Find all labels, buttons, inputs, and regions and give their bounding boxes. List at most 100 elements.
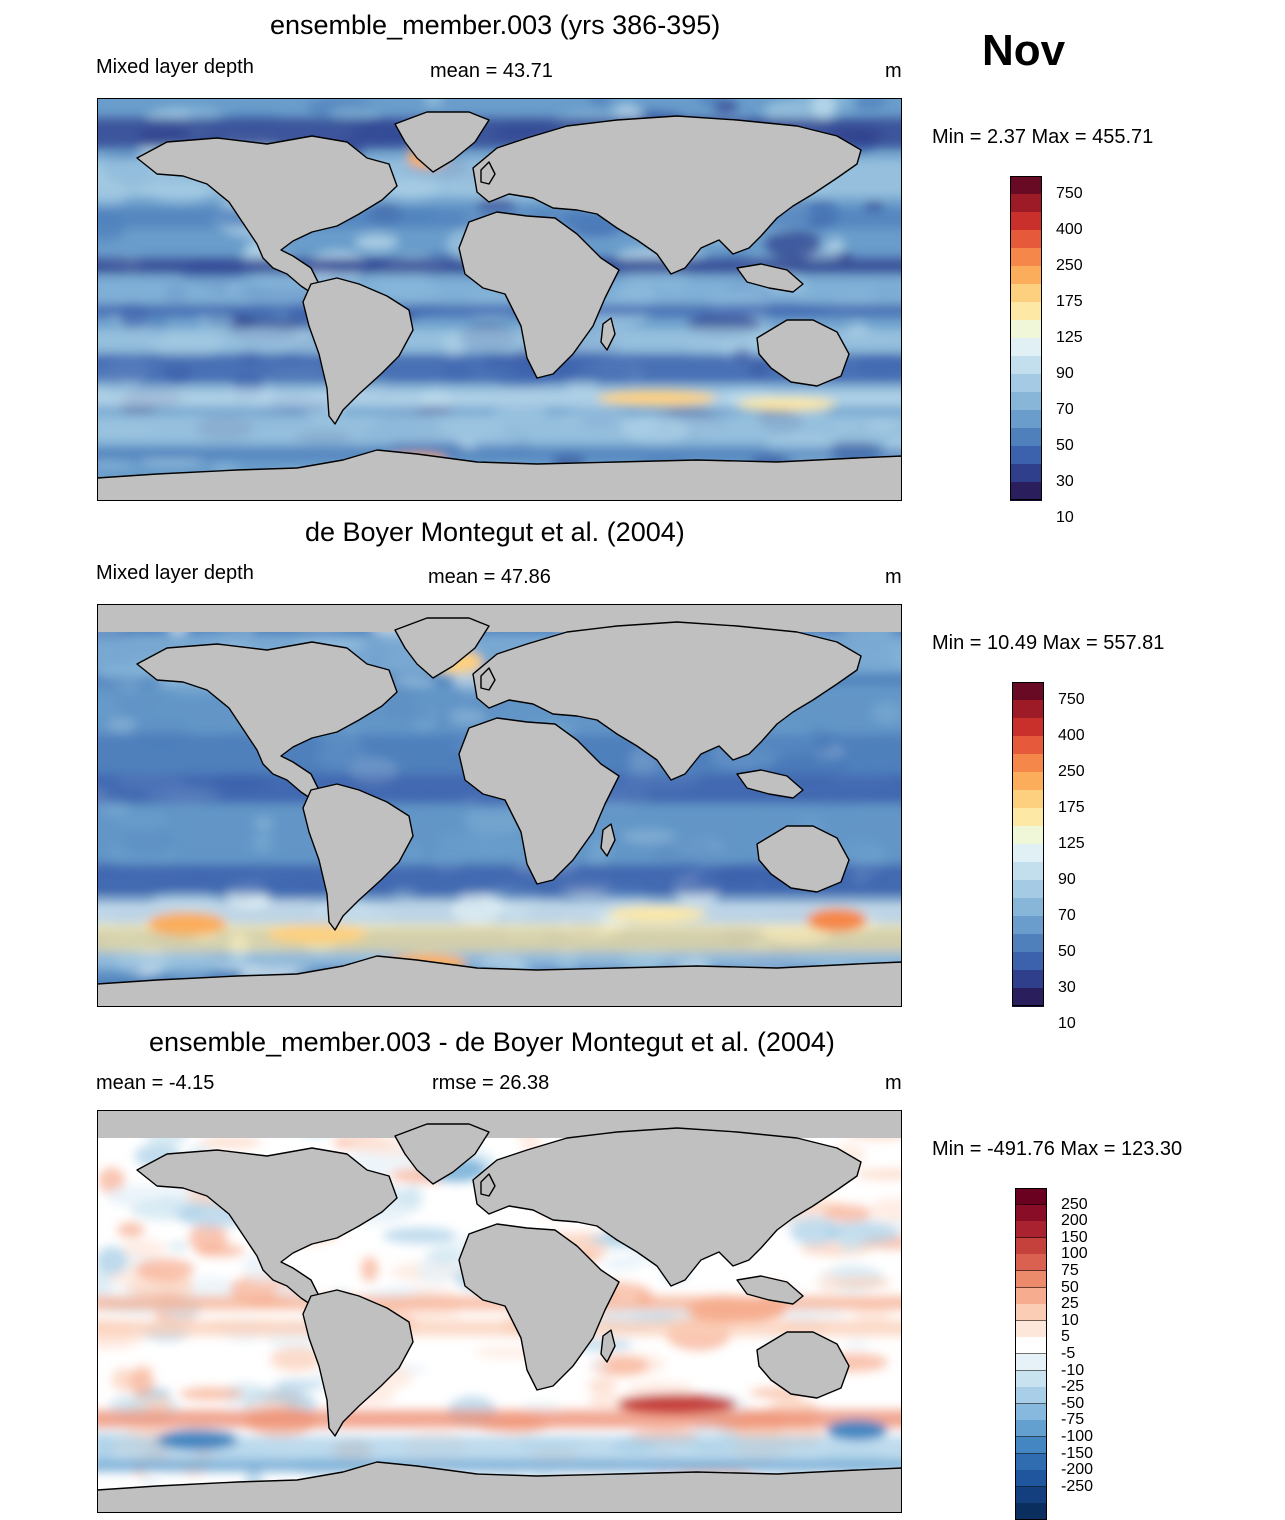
colorbar-label: 30 [1058,979,1076,996]
colorbar-label: 70 [1058,907,1076,924]
land-mass [736,263,804,293]
colorbar-label: -75 [1061,1411,1085,1429]
panel-1-mean-label: mean = 43.71 [430,60,553,82]
land-mass [472,1127,862,1287]
colorbar-swatch [1010,482,1042,501]
land-mass [302,783,414,931]
colorbar-label: 250 [1058,763,1085,780]
land-mass [302,277,414,425]
land-mass [302,1289,414,1437]
colorbar-swatch [1015,1403,1047,1421]
colorbar-label: 400 [1056,221,1083,238]
colorbar-swatch [1015,1320,1047,1338]
panel-1-title: ensemble_member.003 (yrs 386-395) [270,10,721,40]
colorbar-label: 70 [1056,401,1074,418]
colorbar-label: -150 [1061,1444,1094,1462]
colorbar-swatch [1015,1304,1047,1322]
colorbar-frame [1015,1188,1047,1520]
land-mass [97,449,902,501]
colorbar-swatch [1015,1486,1047,1504]
colorbar-swatch [1015,1420,1047,1438]
colorbar-swatch [1015,1370,1047,1388]
land-mass [736,1275,804,1305]
colorbar-swatch [1015,1387,1047,1405]
colorbar-label: -5 [1061,1345,1076,1362]
colorbar-label: -50 [1061,1394,1085,1412]
land-mass [458,717,620,885]
land-mass [472,621,862,781]
land-mass [480,161,496,185]
land-mass [736,769,804,799]
colorbar-swatch [1015,1237,1047,1255]
land-mass [136,641,398,801]
land-mass [394,1123,490,1185]
colorbar-label: -10 [1061,1361,1085,1379]
colorbar-label: -200 [1061,1461,1094,1479]
panel-1-variable-label: Mixed layer depth [96,56,254,78]
land-mass [394,617,490,679]
land-mass [756,1331,850,1399]
colorbar-label: 200 [1061,1212,1088,1230]
colorbar-label: 90 [1058,871,1076,888]
colorbar-label: 175 [1056,293,1083,310]
panel-1-units: m [885,60,902,82]
land-mass [97,1461,902,1513]
colorbar-label: 50 [1058,943,1076,960]
panel-3-title: ensemble_member.003 - de Boyer Montegut … [149,1027,835,1057]
panel-3-mean-label: mean = -4.15 [96,1072,215,1094]
colorbar-label: 150 [1061,1228,1088,1246]
colorbar-label: -100 [1061,1428,1094,1445]
colorbar-label: 75 [1061,1262,1079,1279]
colorbar-swatch [1015,1188,1047,1206]
colorbar-swatch [1015,1287,1047,1305]
panel-2-mean-label: mean = 47.86 [428,566,551,588]
land-mass [600,317,616,351]
colorbar-label: 10 [1058,1015,1076,1032]
land-mass [458,1223,620,1391]
panel-2-variable-label: Mixed layer depth [96,562,254,584]
land-mass [136,135,398,295]
land-mass [480,1173,496,1197]
colorbar-label: 125 [1056,329,1083,346]
colorbar-frame [1012,682,1044,1006]
panel-3-map [97,1110,902,1513]
colorbar-label: 10 [1056,509,1074,526]
land-mass [480,667,496,691]
colorbar-label: 50 [1056,437,1074,454]
colorbar-label: 250 [1056,257,1083,274]
colorbar-label: 5 [1061,1328,1070,1346]
land-mass [458,211,620,379]
panel-2-minmax: Min = 10.49 Max = 557.81 [932,632,1165,654]
land-mass [600,823,616,857]
colorbar-label: 750 [1058,691,1085,708]
colorbar-label: 175 [1058,799,1085,816]
colorbar-label: 30 [1056,473,1074,490]
panel-3-rmse-label: rmse = 26.38 [432,1072,550,1094]
colorbar-swatch [1012,988,1044,1007]
colorbar-swatch [1015,1470,1047,1488]
land-mass [472,115,862,275]
colorbar-label: 25 [1061,1295,1079,1313]
panel-1-minmax: Min = 2.37 Max = 455.71 [932,126,1154,148]
map-frame [97,98,902,501]
panel-3-units: m [885,1072,902,1094]
land-mass [756,825,850,893]
land-mass [136,1147,398,1307]
colorbar-swatch [1015,1254,1047,1272]
colorbar-label: 400 [1058,727,1085,744]
land-mass [97,955,902,1007]
colorbar-swatch [1015,1271,1047,1289]
panel-2-map [97,604,902,1007]
colorbar-swatch [1015,1453,1047,1471]
colorbar-label: 50 [1061,1278,1079,1296]
colorbar-label: 100 [1061,1245,1088,1263]
colorbar-frame [1010,176,1042,500]
colorbar-label: 125 [1058,835,1085,852]
land-mass [756,319,850,387]
colorbar-label: 10 [1061,1311,1079,1329]
colorbar-label: 90 [1056,365,1074,382]
colorbar-label: -250 [1061,1477,1094,1495]
panel-2-units: m [885,566,902,588]
colorbar-swatch [1015,1354,1047,1372]
land-mass [600,1329,616,1363]
